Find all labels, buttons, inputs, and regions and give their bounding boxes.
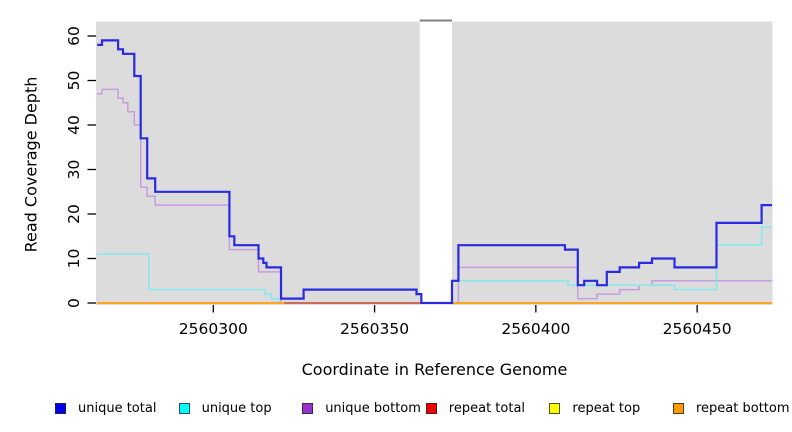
legend-swatch (673, 402, 684, 414)
y-tick-label: 0 (65, 298, 83, 308)
y-tick-label: 10 (65, 249, 83, 269)
legend-label: unique top (201, 400, 272, 416)
masked-region (419, 21, 452, 305)
x-tick-label: 2560450 (663, 320, 732, 338)
legend-label: unique total (78, 400, 157, 416)
legend-item-repeat-bottom: repeat bottom (673, 399, 790, 417)
legend: unique total unique top unique bottom repea… (0, 399, 792, 419)
legend-swatch (425, 402, 437, 414)
x-tick-label: 2560300 (179, 320, 248, 338)
y-tick-label: 20 (65, 204, 83, 224)
coverage-chart: 2560300 2560350 2560400 2560450 0 10 20 30 40 50 6… (65, 19, 773, 338)
legend-label: unique bottom (325, 400, 421, 416)
y-axis-title: Read Coverage Depth (21, 76, 41, 253)
legend-label: repeat bottom (696, 400, 790, 416)
y-tick-label: 50 (65, 71, 83, 91)
legend-item-repeat-total: repeat total (425, 399, 526, 417)
x-axis-title: Coordinate in Reference Genome (301, 360, 568, 379)
legend-swatch (549, 402, 561, 414)
x-tick-label: 2560350 (340, 320, 409, 338)
legend-swatch (178, 402, 190, 414)
legend-swatch (302, 402, 314, 414)
legend-label: repeat top (572, 400, 641, 416)
legend-item-unique-bottom: unique bottom (302, 399, 421, 417)
legend-label: repeat total (448, 400, 526, 416)
series-unique-total (97, 39, 772, 305)
y-tick-label: 60 (65, 26, 83, 46)
legend-item-unique-total: unique total (55, 399, 156, 417)
y-tick-label: 30 (65, 160, 83, 180)
legend-item-repeat-top: repeat top (549, 399, 640, 417)
legend-swatch (55, 402, 66, 414)
legend-item-unique-top: unique top (178, 399, 272, 417)
x-tick-label: 2560400 (501, 320, 570, 338)
y-tick-label: 40 (65, 115, 83, 135)
